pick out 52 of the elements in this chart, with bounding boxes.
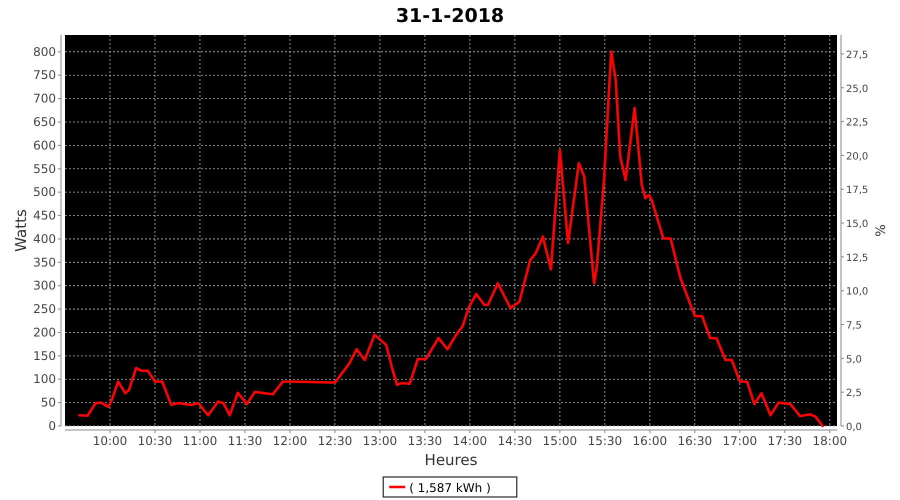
x-tick-label: 15:30 xyxy=(588,434,622,448)
x-tick-label: 14:30 xyxy=(498,434,532,448)
legend-label: ( 1,587 kWh ) xyxy=(409,481,491,495)
y-tick-label: 250 xyxy=(33,302,56,316)
y-tick-label: 0 xyxy=(48,419,56,433)
y-tick-label: 800 xyxy=(33,44,56,59)
y2-tick-label: 12,5 xyxy=(846,252,868,264)
y-tick-label: 350 xyxy=(33,255,56,270)
y2-tick-label: 25,0 xyxy=(846,84,868,95)
y2-tick-label: 15,0 xyxy=(846,219,868,230)
y-tick-label: 450 xyxy=(33,208,56,223)
y-tick-label: 200 xyxy=(33,325,56,340)
y-tick-label: 400 xyxy=(33,232,56,246)
y2-tick-label: 0,0 xyxy=(846,422,862,433)
y-tick-label: 300 xyxy=(33,278,56,293)
y-tick-label: 50 xyxy=(40,396,56,410)
y-tick-label: 700 xyxy=(33,92,56,106)
y-tick-label: 550 xyxy=(33,162,56,176)
y2-axis-title: % xyxy=(874,224,889,237)
x-tick-label: 12:30 xyxy=(318,434,352,448)
x-tick-label: 16:00 xyxy=(632,434,668,448)
y2-tick-label: 27,5 xyxy=(846,50,868,61)
y2-tick-label: 5,0 xyxy=(846,354,862,366)
y2-tick-label: 7,5 xyxy=(846,320,862,332)
x-tick-label: 17:30 xyxy=(768,434,802,448)
y-tick-label: 600 xyxy=(33,138,56,152)
x-tick-label: 16:30 xyxy=(678,434,712,448)
x-tick-label: 10:00 xyxy=(92,434,128,448)
y-tick-label: 500 xyxy=(33,185,56,200)
x-tick-label: 11:00 xyxy=(182,434,218,448)
x-axis-title: Heures xyxy=(424,451,478,469)
y-tick-label: 650 xyxy=(33,114,56,129)
y-tick-label: 100 xyxy=(33,372,56,386)
chart-title: 31-1-2018 xyxy=(396,5,504,27)
line-series xyxy=(78,50,824,428)
y-tick-label: 150 xyxy=(33,348,56,363)
y2-tick-label: 2,5 xyxy=(846,388,862,400)
x-tick-label: 17:00 xyxy=(722,434,758,448)
x-tick-label: 11:30 xyxy=(228,434,262,448)
y2-tick-label: 20,0 xyxy=(846,151,868,162)
x-tick-label: 15:00 xyxy=(542,434,578,448)
x-tick-label: 13:00 xyxy=(362,434,398,448)
x-tick-label: 14:00 xyxy=(452,434,488,448)
y2-tick-label: 22,5 xyxy=(846,118,868,129)
x-tick-label: 13:30 xyxy=(408,434,442,448)
y2-tick-label: 10,0 xyxy=(846,286,868,298)
x-tick-label: 18:00 xyxy=(812,434,848,448)
x-tick-label: 10:30 xyxy=(138,434,172,448)
y-axis-title: Watts xyxy=(12,209,30,252)
y-tick-label: 750 xyxy=(33,68,56,82)
y2-tick-label: 17,5 xyxy=(846,185,868,196)
x-tick-label: 12:00 xyxy=(272,434,308,448)
